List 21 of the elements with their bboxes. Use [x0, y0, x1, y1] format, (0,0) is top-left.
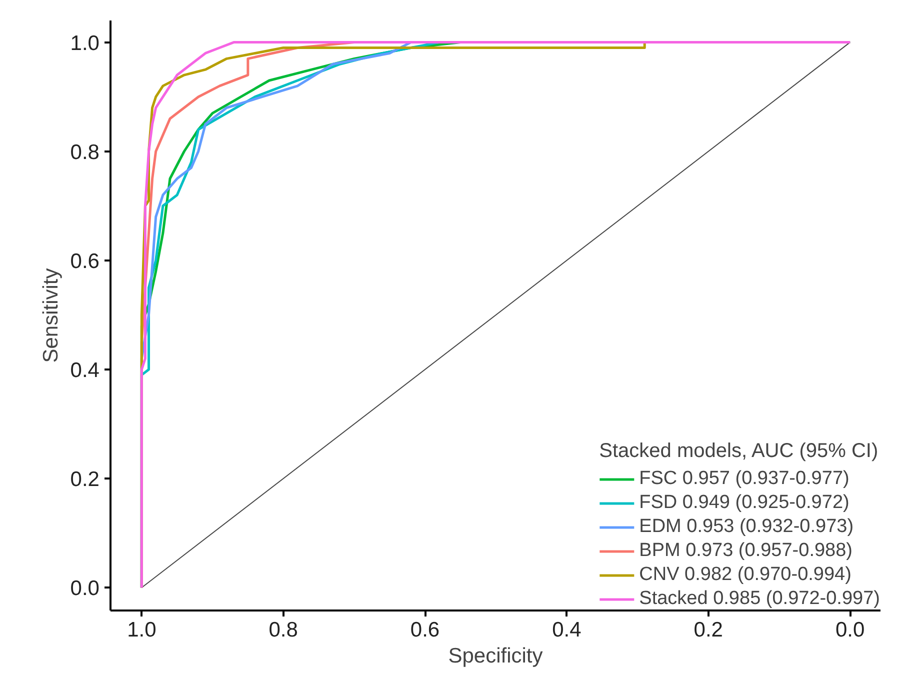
legend-label: EDM 0.953 (0.932-0.973): [639, 516, 854, 538]
x-axis-title: Specificity: [448, 644, 544, 668]
x-tick-label: 0.6: [410, 618, 440, 642]
legend-title: Stacked models, AUC (95% CI): [599, 440, 880, 463]
legend-label: Stacked 0.985 (0.972-0.997): [639, 588, 880, 610]
legend-label: FSC 0.957 (0.937-0.977): [639, 468, 850, 490]
y-tick-label: 0.2: [70, 468, 100, 492]
legend-label: FSD 0.949 (0.925-0.972): [639, 492, 850, 514]
y-tick-label: 0.4: [70, 358, 100, 382]
y-tick-label: 0.0: [70, 577, 100, 600]
y-tick-label: 0.8: [70, 140, 100, 164]
y-tick-label: 1.0: [70, 32, 100, 55]
x-tick-label: 0.8: [268, 618, 298, 642]
x-tick-label: 0.0: [835, 618, 865, 642]
x-tick-label: 0.2: [694, 618, 723, 642]
x-tick-label: 0.4: [552, 618, 582, 642]
y-axis-title: Sensitivity: [39, 268, 62, 363]
legend-label: CNV 0.982 (0.970-0.994): [639, 564, 852, 586]
x-tick-label: 1.0: [127, 618, 156, 642]
legend-label: BPM 0.973 (0.957-0.988): [639, 540, 853, 562]
y-tick-label: 0.6: [70, 250, 100, 273]
